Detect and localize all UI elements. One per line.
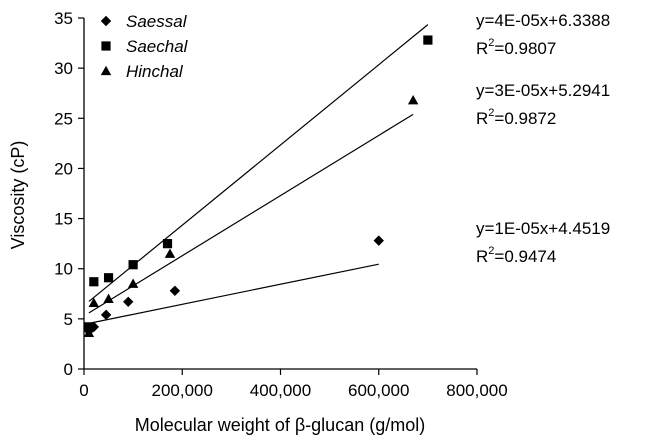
data-point-saechal bbox=[89, 277, 99, 287]
legend-marker-saechal bbox=[101, 41, 111, 51]
data-point-saessal bbox=[169, 285, 181, 296]
data-point-saechal bbox=[103, 273, 114, 283]
legend-marker-saessal bbox=[100, 15, 112, 27]
y-tick-label: 20 bbox=[54, 159, 73, 178]
r2-saechal: R2=0.9807 bbox=[476, 37, 556, 58]
trendline-saessal bbox=[88, 263, 379, 324]
x-tick-label: 800,000 bbox=[446, 381, 507, 400]
legend-marker-hinchal bbox=[100, 65, 112, 76]
r2-saessal: R2=0.9474 bbox=[476, 245, 556, 266]
data-point-hinchal bbox=[164, 248, 176, 258]
x-tick-label: 200,000 bbox=[152, 381, 213, 400]
trendline-saechal bbox=[88, 24, 429, 302]
data-point-hinchal bbox=[127, 278, 139, 288]
legend-label-saessal: Saessal bbox=[126, 12, 188, 31]
trendline-hinchal bbox=[88, 113, 414, 314]
data-point-hinchal bbox=[103, 293, 114, 303]
y-tick-label: 35 bbox=[54, 9, 73, 28]
legend: Saessal Saechal Hinchal bbox=[100, 12, 189, 81]
legend-label-hinchal: Hinchal bbox=[126, 62, 184, 81]
x-tick-label: 400,000 bbox=[250, 381, 311, 400]
equation-labels: y=4E-05x+6.3388 R2=0.9807 y=3E-05x+5.294… bbox=[476, 11, 610, 266]
data-point-saessal bbox=[123, 296, 134, 308]
r2-hinchal: R2=0.9872 bbox=[476, 107, 556, 128]
data-point-hinchal bbox=[407, 95, 419, 105]
equation-hinchal: y=3E-05x+5.2941 bbox=[476, 81, 610, 100]
data-point-saechal bbox=[84, 322, 94, 332]
y-axis-title: Viscosity (cP) bbox=[8, 141, 28, 250]
x-tick-label: 0 bbox=[79, 381, 88, 400]
y-tick-label: 30 bbox=[54, 59, 73, 78]
y-tick-label: 15 bbox=[54, 210, 73, 229]
data-point-saechal bbox=[128, 260, 138, 270]
data-point-saessal bbox=[373, 235, 384, 246]
y-tick-label: 5 bbox=[64, 310, 73, 329]
trendlines bbox=[88, 24, 429, 324]
legend-label-saechal: Saechal bbox=[126, 37, 189, 56]
x-axis-title: Molecular weight of β-glucan (g/mol) bbox=[135, 415, 425, 435]
data-points bbox=[83, 35, 433, 338]
data-point-saechal bbox=[423, 35, 433, 45]
y-tick-label: 0 bbox=[64, 360, 73, 379]
equation-saessal: y=1E-05x+4.4519 bbox=[476, 219, 610, 238]
data-point-saechal bbox=[162, 239, 173, 249]
y-tick-label: 10 bbox=[54, 260, 73, 279]
equation-saechal: y=4E-05x+6.3388 bbox=[476, 11, 610, 30]
x-tick-label: 600,000 bbox=[348, 381, 409, 400]
ticks: 0 5 10 15 20 25 30 35 0 200,000 400,000 600,000 800,… bbox=[54, 9, 508, 400]
data-point-saessal bbox=[100, 309, 112, 321]
data-point-hinchal bbox=[83, 327, 95, 338]
data-point-hinchal bbox=[88, 297, 100, 307]
y-tick-label: 25 bbox=[54, 109, 73, 128]
